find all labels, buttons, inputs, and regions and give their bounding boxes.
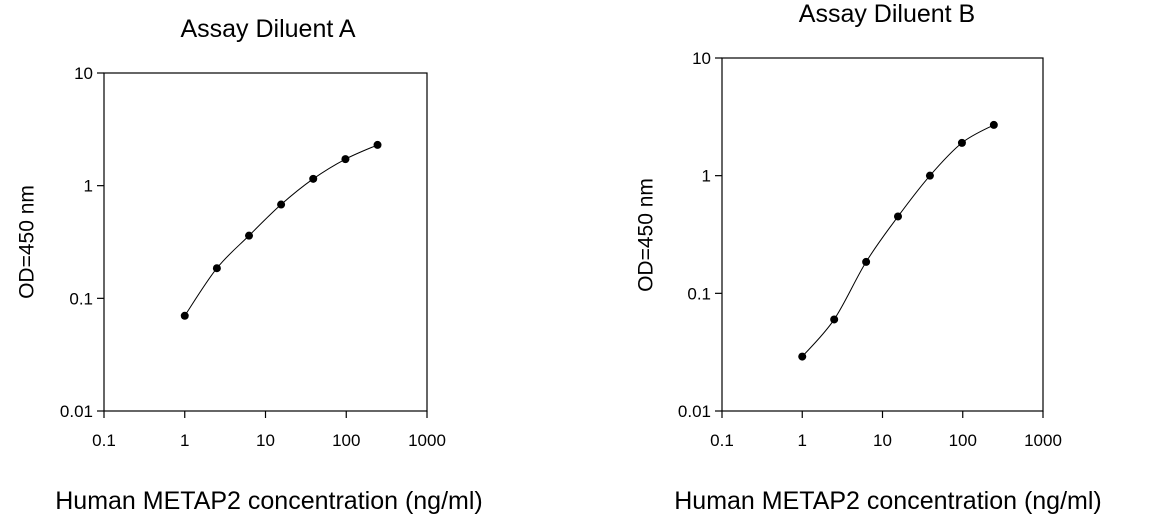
data-point [180,311,189,320]
data-point [925,171,934,180]
x-tick-label: 100 [332,431,360,450]
x-axis-label: Human METAP2 concentration (ng/ml) [674,487,1101,515]
x-tick-label: 10 [256,431,275,450]
x-tick-label: 1000 [408,431,446,450]
data-point [373,140,382,149]
series-line [184,144,378,317]
data-point [893,212,902,221]
x-tick-label: 1000 [1024,431,1062,450]
data-point [830,315,839,324]
data-point [212,264,221,273]
chart-title: Assay Diluent A [180,15,355,43]
data-point [862,257,871,266]
data-point [245,231,254,240]
plot-frame [721,57,1044,412]
data-point [798,352,807,361]
x-tick-label: 10 [873,431,892,450]
data-point [957,138,966,147]
y-tick-label: 0.01 [678,402,711,421]
x-axis-label: Human METAP2 concentration (ng/ml) [55,487,482,515]
chart-title: Assay Diluent B [799,0,975,28]
chart-panel-1: Assay Diluent A 0.01 0.1 1 10 0.1 1 10 100 1000 OD… [16,15,483,515]
x-tick-label: 0.1 [710,431,734,450]
y-axis-label: OD=450 nm [635,178,658,292]
chart-panel-2: Assay Diluent B 0.01 0.1 1 10 0.1 1 10 100 1000 OD… [635,0,1102,515]
data-point [309,174,318,183]
plot-frame [103,72,428,412]
y-tick-label: 0.01 [60,402,93,421]
x-tick-label: 1 [180,431,189,450]
y-tick-label: 1 [84,177,93,196]
data-point [989,120,998,129]
y-tick-label: 10 [74,64,93,83]
y-tick-label: 1 [702,167,711,186]
y-tick-label: 0.1 [69,289,93,308]
x-tick-label: 1 [798,431,807,450]
y-axis-label: OD=450 nm [16,185,39,299]
x-tick-label: 0.1 [92,431,116,450]
data-point [341,155,350,164]
y-tick-label: 10 [692,49,711,68]
x-tick-label: 100 [949,431,977,450]
y-tick-label: 0.1 [687,284,711,303]
data-point [277,200,286,209]
